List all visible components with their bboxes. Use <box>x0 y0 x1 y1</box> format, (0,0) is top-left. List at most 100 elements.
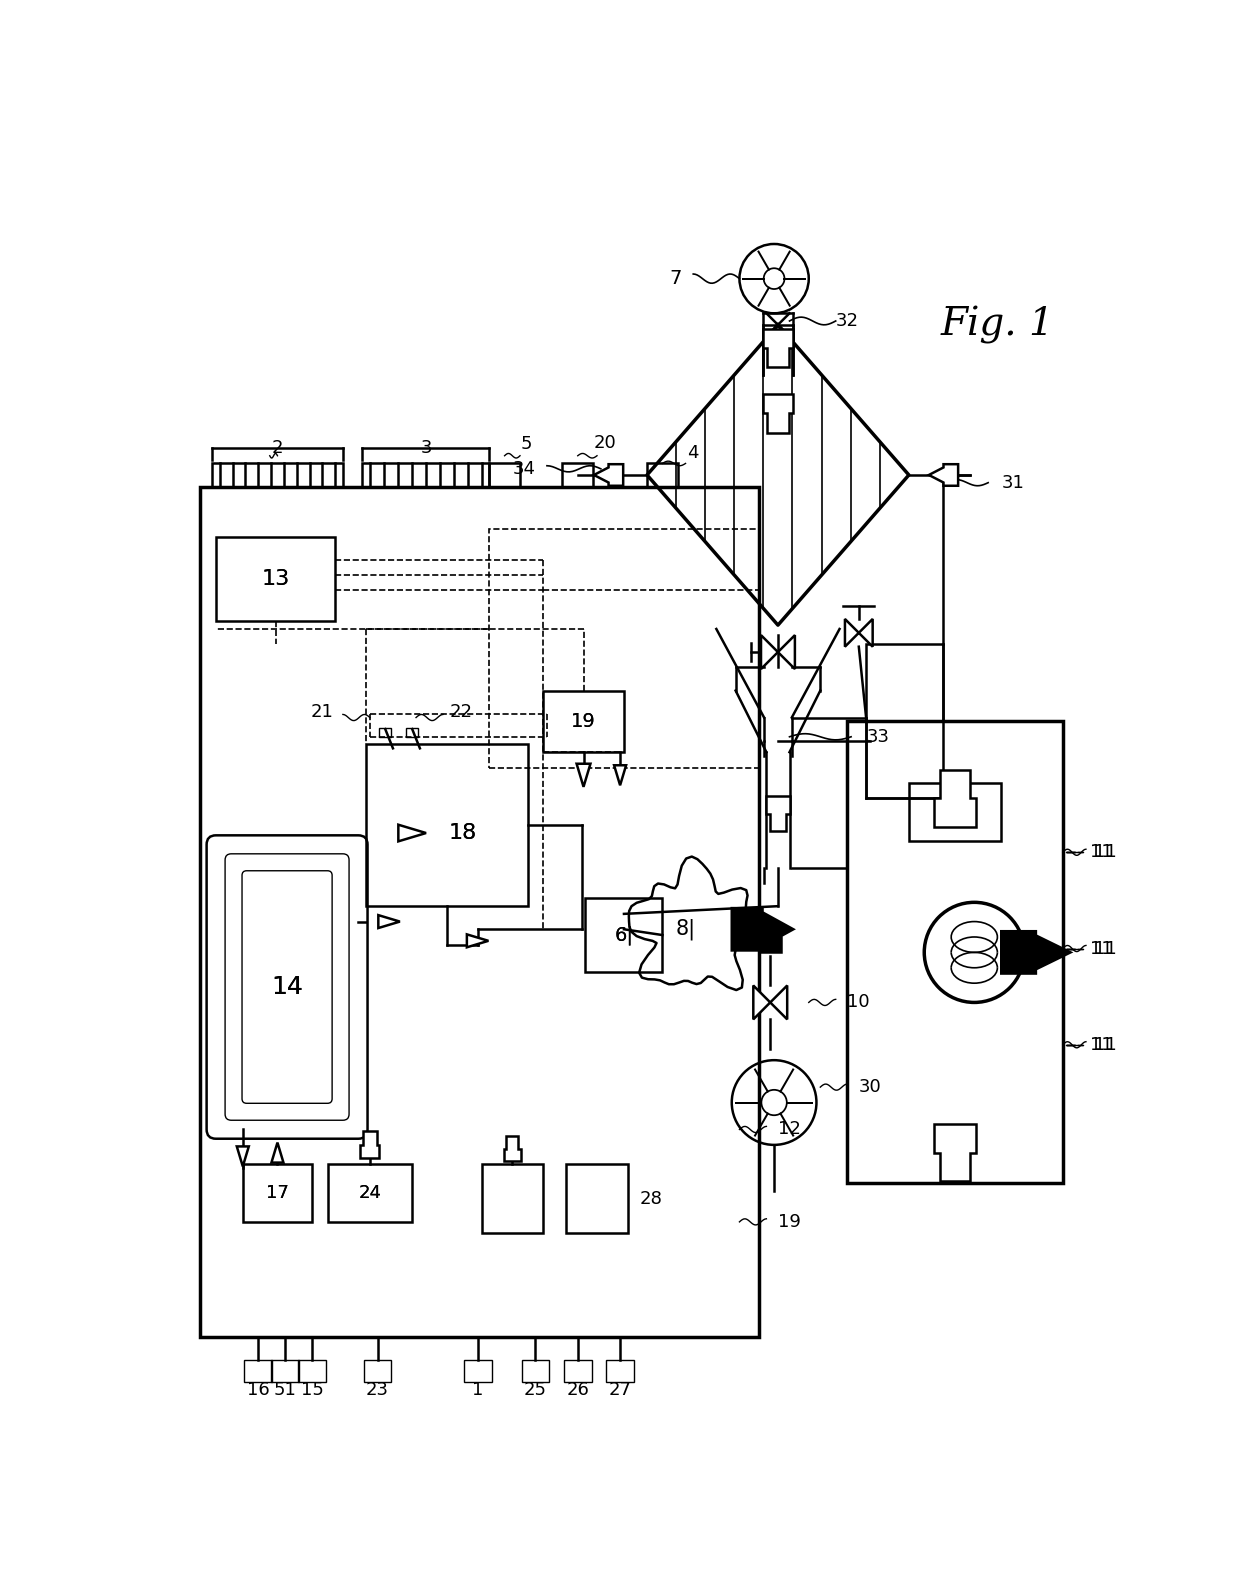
Bar <box>567 1164 627 1234</box>
Text: 18: 18 <box>448 824 476 843</box>
Text: 25: 25 <box>523 1381 547 1399</box>
Bar <box>490 464 520 486</box>
Text: 11: 11 <box>1090 843 1112 862</box>
Text: 28: 28 <box>640 1190 662 1207</box>
Polygon shape <box>761 635 777 668</box>
Text: 16: 16 <box>247 1381 269 1399</box>
Polygon shape <box>844 619 859 646</box>
Text: 11: 11 <box>1094 843 1116 862</box>
Polygon shape <box>361 1131 379 1158</box>
Polygon shape <box>766 797 790 832</box>
Polygon shape <box>934 770 976 827</box>
Bar <box>212 464 343 486</box>
Text: 13: 13 <box>262 569 290 589</box>
Bar <box>327 1164 412 1221</box>
Text: 3: 3 <box>420 439 432 458</box>
Bar <box>563 464 593 486</box>
Polygon shape <box>467 935 489 947</box>
Bar <box>363 1361 392 1381</box>
Text: 27: 27 <box>609 1381 631 1399</box>
Text: 11: 11 <box>1090 1036 1112 1053</box>
Text: 31: 31 <box>1001 474 1024 491</box>
Bar <box>909 782 1001 841</box>
Text: 26: 26 <box>567 1381 589 1399</box>
Polygon shape <box>594 464 624 486</box>
Polygon shape <box>754 985 770 1020</box>
Bar <box>585 898 662 971</box>
Polygon shape <box>732 908 794 950</box>
Bar <box>379 727 392 737</box>
Bar <box>606 1361 634 1381</box>
Bar <box>405 727 418 737</box>
Polygon shape <box>929 464 959 486</box>
Text: 6|: 6| <box>615 925 634 944</box>
Bar <box>201 486 759 1337</box>
Bar <box>490 529 759 768</box>
Text: 6|: 6| <box>615 925 634 944</box>
Polygon shape <box>1001 931 1070 974</box>
Text: 11: 11 <box>1094 939 1116 958</box>
Text: 17: 17 <box>267 1183 289 1202</box>
Text: 11: 11 <box>1094 1036 1116 1053</box>
Text: 20: 20 <box>593 434 616 451</box>
Bar <box>366 744 528 906</box>
Polygon shape <box>859 619 873 646</box>
Polygon shape <box>614 765 626 786</box>
Bar <box>362 464 490 486</box>
Bar <box>647 464 678 486</box>
Bar <box>481 1164 543 1234</box>
Bar <box>522 1361 549 1381</box>
Text: 8|: 8| <box>676 919 696 939</box>
Text: 24: 24 <box>358 1183 382 1202</box>
Polygon shape <box>763 394 794 432</box>
Text: 19: 19 <box>572 711 596 730</box>
Text: 11: 11 <box>1090 939 1112 958</box>
Text: 7: 7 <box>670 269 682 288</box>
Text: 34: 34 <box>512 459 536 478</box>
Bar <box>564 1361 591 1381</box>
Bar <box>867 645 944 798</box>
Polygon shape <box>777 635 795 668</box>
Polygon shape <box>378 916 399 928</box>
Text: 18: 18 <box>448 824 476 843</box>
Polygon shape <box>272 1142 284 1163</box>
Text: 14: 14 <box>272 976 303 1000</box>
Text: 1: 1 <box>472 1381 484 1399</box>
Bar <box>216 537 335 621</box>
Text: Fig. 1: Fig. 1 <box>940 306 1054 344</box>
Text: 23: 23 <box>366 1381 389 1399</box>
Text: 14: 14 <box>272 976 303 1000</box>
Text: 21: 21 <box>311 703 334 721</box>
Text: 51: 51 <box>274 1381 296 1399</box>
Text: 32: 32 <box>836 312 859 329</box>
Bar <box>464 1361 491 1381</box>
Bar <box>543 691 624 752</box>
Bar <box>244 1361 272 1381</box>
Polygon shape <box>934 1123 976 1182</box>
Text: 24: 24 <box>358 1183 382 1202</box>
Polygon shape <box>577 763 590 787</box>
Text: 10: 10 <box>847 993 870 1012</box>
Bar <box>272 1361 299 1381</box>
Text: 13: 13 <box>262 569 290 589</box>
Text: 5: 5 <box>521 436 532 453</box>
Bar <box>299 1361 326 1381</box>
Polygon shape <box>759 922 781 952</box>
Text: 15: 15 <box>300 1381 324 1399</box>
Text: 19: 19 <box>777 1213 801 1231</box>
Text: 12: 12 <box>777 1120 801 1139</box>
Text: 19: 19 <box>572 711 596 730</box>
Polygon shape <box>398 825 427 841</box>
Bar <box>243 1164 312 1221</box>
Polygon shape <box>237 1147 249 1166</box>
Text: 4: 4 <box>687 445 699 463</box>
Polygon shape <box>503 1136 521 1161</box>
Text: 22: 22 <box>449 703 472 721</box>
Bar <box>847 721 1063 1183</box>
Text: 30: 30 <box>859 1079 882 1096</box>
Text: 2: 2 <box>272 439 283 458</box>
Text: 17: 17 <box>267 1183 289 1202</box>
Text: 33: 33 <box>867 727 889 746</box>
Polygon shape <box>763 328 794 367</box>
Polygon shape <box>770 985 787 1020</box>
